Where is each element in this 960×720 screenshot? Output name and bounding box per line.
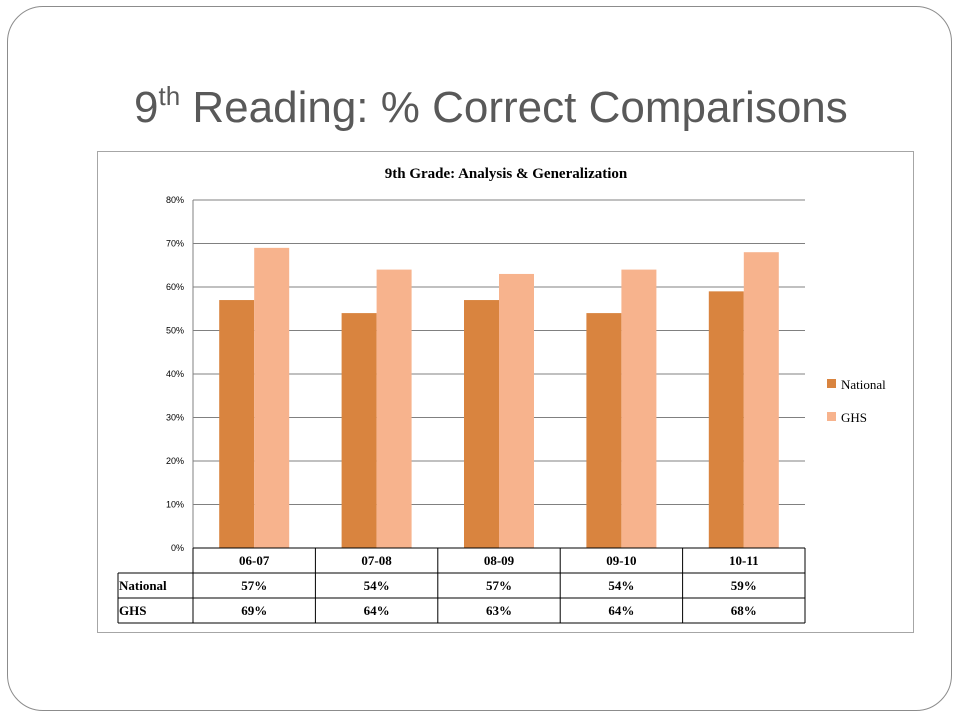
table-series-label: National — [119, 578, 167, 593]
y-tick-label: 80% — [166, 195, 184, 205]
data-label: 69% — [241, 603, 267, 618]
bar-ghs — [499, 273, 534, 548]
y-tick-label: 60% — [166, 282, 184, 292]
bar-ghs — [743, 252, 779, 548]
chart-container: 9th Grade: Analysis & Generalization 0% 1… — [97, 151, 914, 633]
bar-national — [341, 313, 377, 548]
x-category-label: 10-11 — [729, 553, 759, 568]
data-label: 59% — [731, 578, 757, 593]
data-label: 63% — [486, 603, 512, 618]
x-category-label: 09-10 — [606, 553, 636, 568]
bar-ghs — [376, 269, 412, 548]
legend-swatch-ghs — [827, 412, 836, 421]
slide-title-text: Reading: % Correct Comparisons — [180, 83, 848, 132]
data-label: 54% — [364, 578, 390, 593]
slide-title: 9th Reading: % Correct Comparisons — [134, 78, 848, 138]
data-label: 64% — [608, 603, 634, 618]
bar-national — [219, 300, 255, 548]
y-tick-label: 20% — [166, 456, 184, 466]
bar-chart: 9th Grade: Analysis & Generalization 0% 1… — [117, 166, 886, 624]
y-tick-label: 30% — [166, 413, 184, 423]
bar-national — [586, 313, 622, 548]
slide-title-number: 9 — [134, 83, 159, 132]
bar-national — [464, 300, 499, 548]
y-tick-label: 40% — [166, 369, 184, 379]
y-tick-label: 10% — [166, 500, 184, 510]
bar-ghs — [621, 269, 657, 548]
data-label: 54% — [608, 578, 634, 593]
bar-ghs — [254, 247, 290, 548]
y-tick-label: 50% — [166, 326, 184, 336]
table-series-label: GHS — [119, 603, 146, 618]
x-category-label: 07-08 — [361, 553, 392, 568]
data-label: 68% — [731, 603, 757, 618]
bar-national — [708, 291, 744, 548]
y-tick-label: 70% — [166, 239, 184, 249]
chart-title: 9th Grade: Analysis & Generalization — [385, 166, 628, 182]
data-label: 64% — [364, 603, 390, 618]
y-tick-label: 0% — [171, 543, 184, 553]
x-category-label: 08-09 — [484, 553, 515, 568]
legend-label: National — [841, 377, 886, 392]
data-label: 57% — [241, 578, 267, 593]
legend-label: GHS — [841, 410, 867, 425]
data-label: 57% — [486, 578, 512, 593]
slide-title-superscript: th — [158, 81, 181, 111]
x-category-label: 06-07 — [239, 553, 270, 568]
legend-swatch-national — [827, 379, 836, 388]
